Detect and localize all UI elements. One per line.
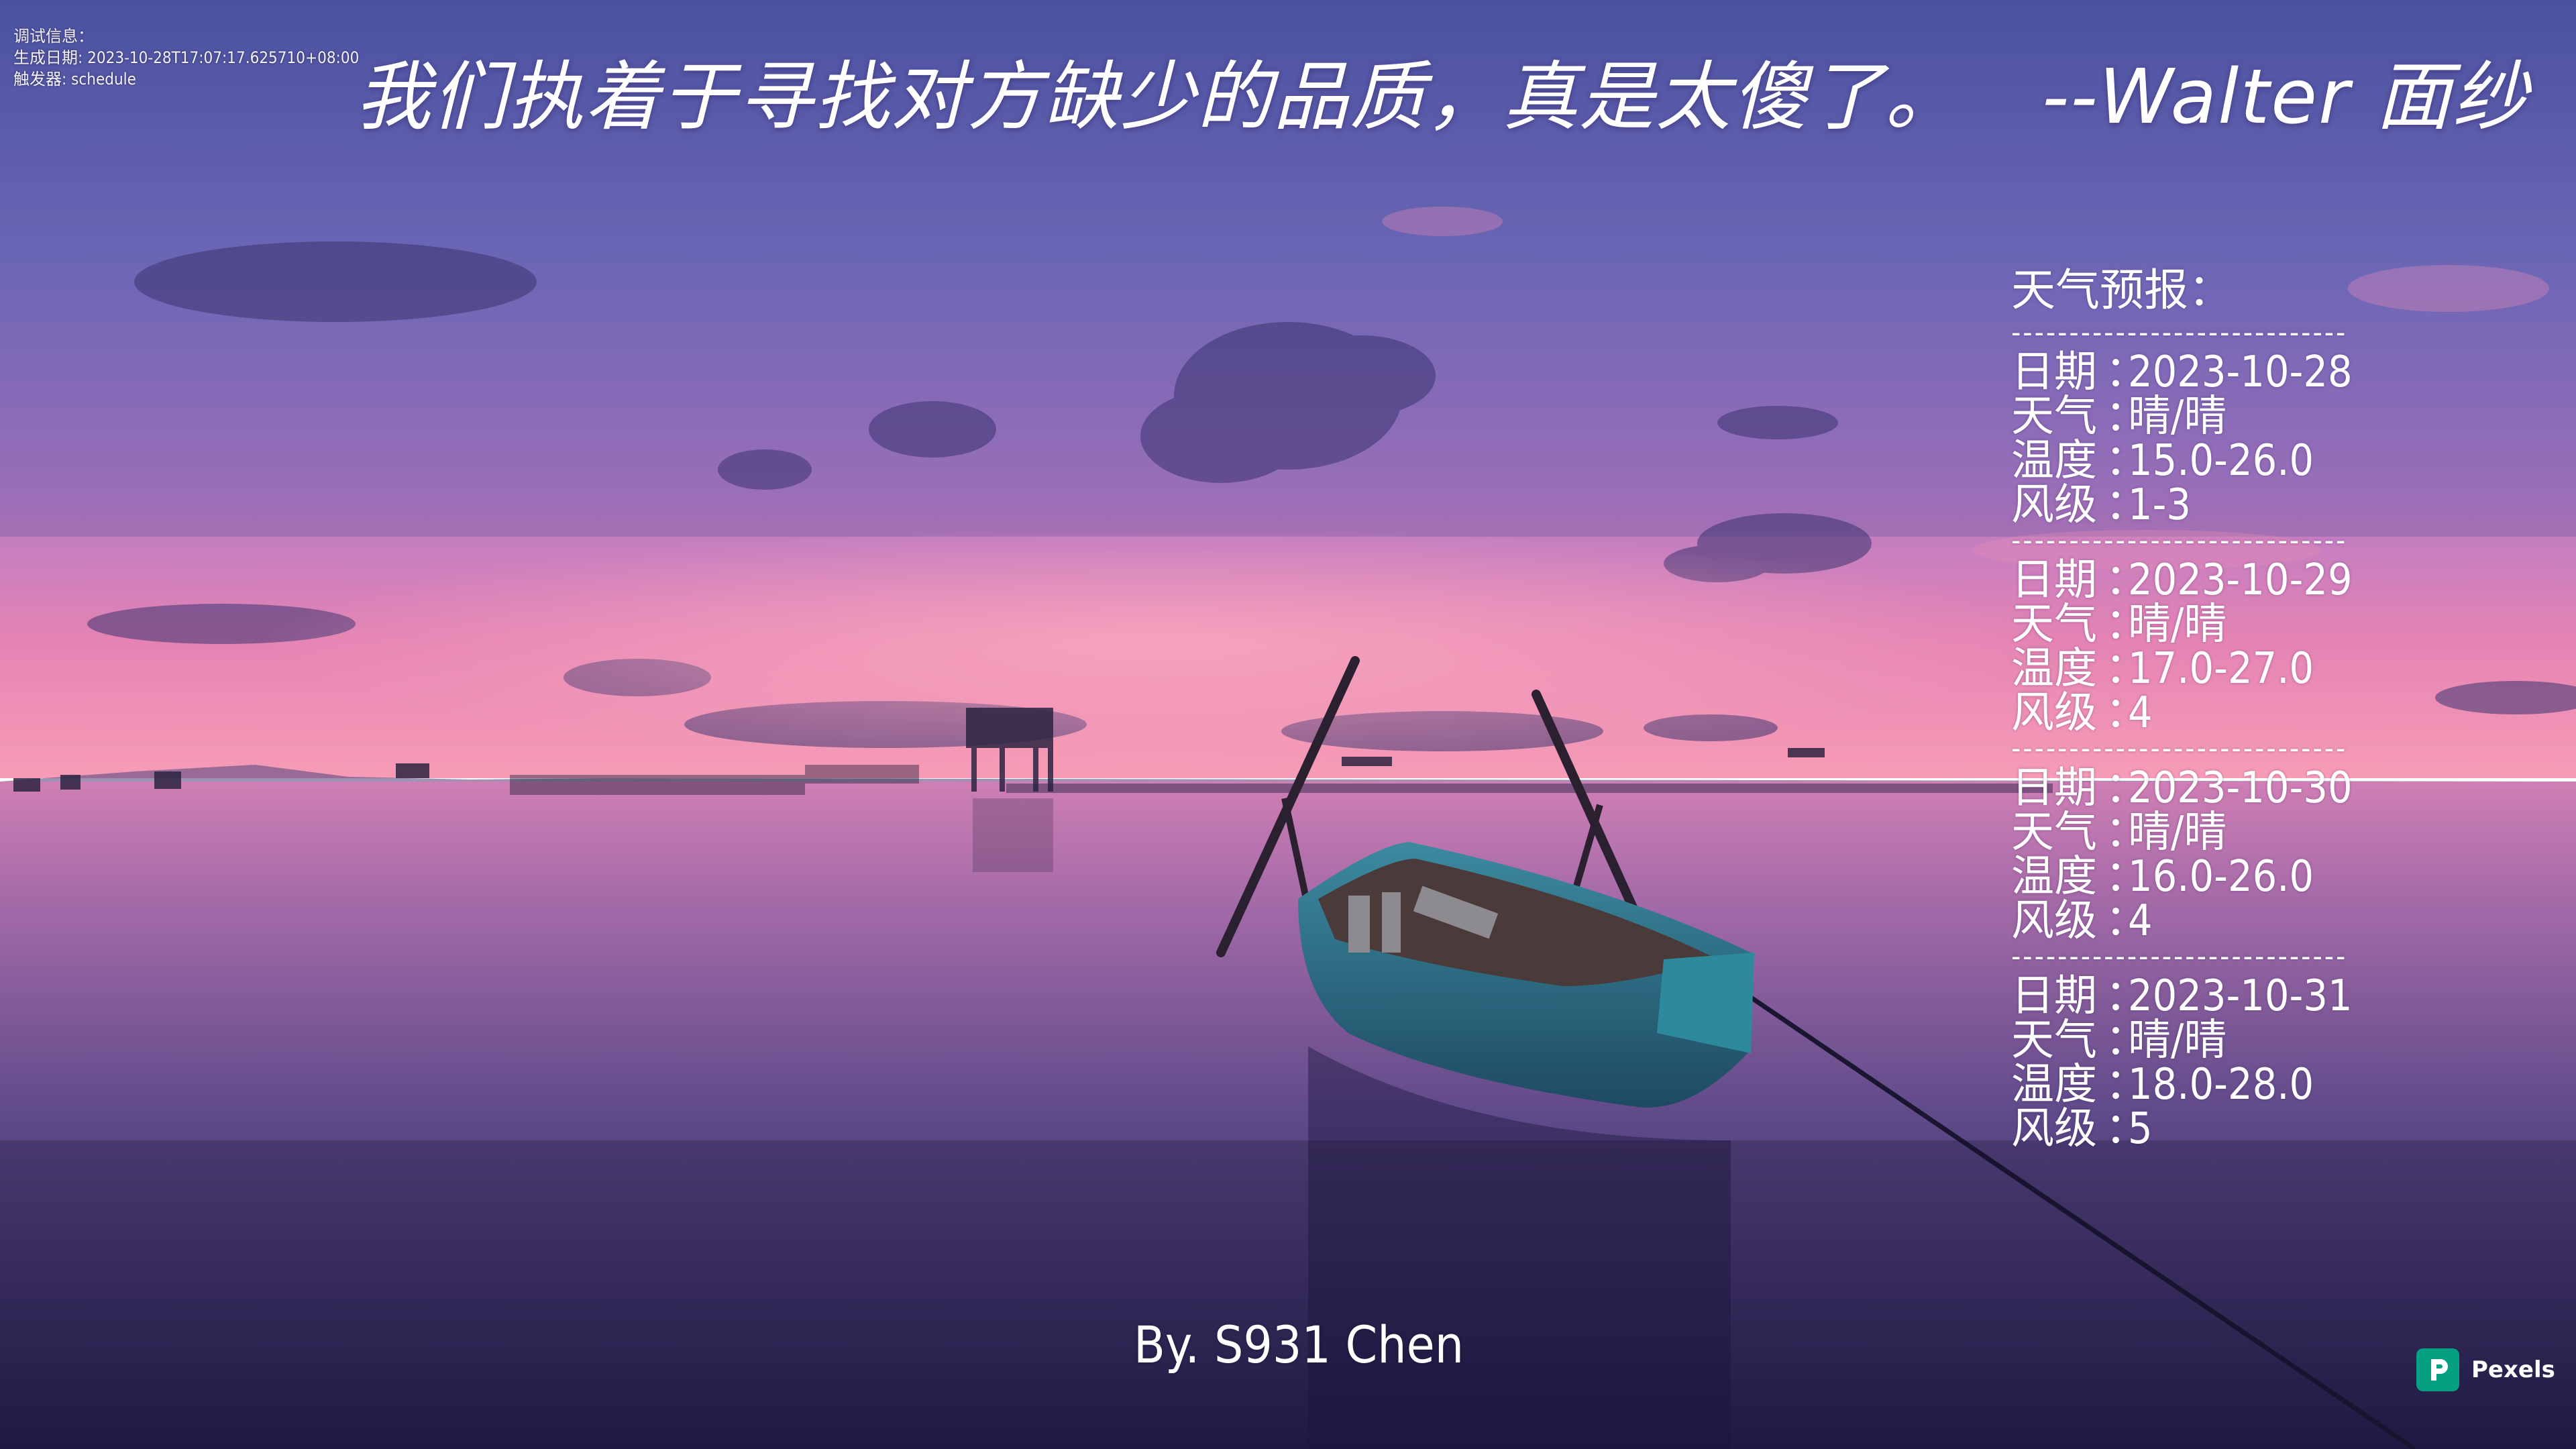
forecast-weather-value: 晴/晴	[2128, 808, 2227, 857]
forecast-date-label: 日期	[2011, 971, 2097, 1021]
debug-title: 调试信息：	[13, 27, 94, 46]
quote-text: 我们执着于寻找对方缺少的品质，真是太傻了。	[356, 54, 1962, 141]
forecast-divider: -----------------------------	[2011, 527, 2348, 554]
forecast-colon: ：	[2105, 480, 2148, 530]
forecast-temperature-value: 15.0-26.0	[2128, 436, 2314, 486]
forecast-day: 日期 ：2023-10-30 天气 ：晴/晴 温度 ：16.0-26.0 风级 ：4	[2011, 762, 2440, 943]
pexels-logo-icon	[2416, 1348, 2459, 1391]
forecast-colon: ：	[2105, 971, 2148, 1021]
forecast-date-row: 日期 ：2023-10-31	[2011, 974, 2440, 1018]
forecast-temperature-row: 温度 ：17.0-27.0	[2011, 647, 2440, 691]
forecast-colon: ：	[2105, 688, 2148, 738]
forecast-temperature-label: 温度	[2011, 644, 2097, 694]
forecast-colon: ：	[2105, 555, 2148, 605]
quote-attribution: --Walter 面纱	[2042, 54, 2529, 141]
forecast-wind-label: 风级	[2011, 1104, 2097, 1154]
debug-info: 调试信息： 生成日期: 2023-10-28T17:07:17.625710+0…	[13, 25, 359, 90]
forecast-temperature-label: 温度	[2011, 852, 2097, 902]
forecast-temperature-value: 18.0-28.0	[2128, 1060, 2314, 1110]
forecast-date-row: 日期 ：2023-10-28	[2011, 350, 2440, 394]
forecast-colon: ：	[2105, 1104, 2148, 1154]
forecast-divider: -----------------------------	[2011, 943, 2348, 970]
forecast-colon: ：	[2105, 347, 2148, 397]
forecast-temperature-row: 温度 ：15.0-26.0	[2011, 439, 2440, 483]
forecast-weather-row: 天气 ：晴/晴	[2011, 1018, 2440, 1063]
forecast-colon: ：	[2105, 1016, 2148, 1065]
forecast-colon: ：	[2105, 600, 2148, 649]
weather-forecast: 天气预报： ----------------------------- 日期 ：20…	[2011, 262, 2440, 1151]
forecast-wind-row: 风级 ：4	[2011, 691, 2440, 735]
forecast-divider: -----------------------------	[2011, 319, 2348, 346]
forecast-colon: ：	[2105, 644, 2148, 694]
forecast-weather-label: 天气	[2011, 392, 2097, 441]
forecast-wind-value: 5	[2128, 1104, 2153, 1154]
forecast-wind-row: 风级 ：5	[2011, 1107, 2440, 1151]
forecast-temperature-row: 温度 ：16.0-26.0	[2011, 855, 2440, 899]
forecast-weather-row: 天气 ：晴/晴	[2011, 810, 2440, 855]
debug-generated-at: 生成日期: 2023-10-28T17:07:17.625710+08:00	[13, 48, 360, 67]
author-byline: By. S931 Chen	[1134, 1315, 1464, 1375]
forecast-temperature-label: 温度	[2011, 1060, 2097, 1110]
debug-trigger: 触发器: schedule	[13, 70, 136, 89]
daily-quote: 我们执着于寻找对方缺少的品质，真是太傻了。 --Walter 面纱	[356, 47, 2529, 148]
forecast-date-label: 日期	[2011, 763, 2097, 813]
forecast-colon: ：	[2105, 852, 2148, 902]
forecast-weather-row: 天气 ：晴/晴	[2011, 394, 2440, 439]
pexels-name: Pexels	[2471, 1356, 2555, 1383]
forecast-divider: -----------------------------	[2011, 735, 2348, 762]
forecast-wind-value: 1-3	[2128, 480, 2192, 530]
forecast-colon: ：	[2105, 808, 2148, 857]
forecast-weather-label: 天气	[2011, 1016, 2097, 1065]
forecast-date-label: 日期	[2011, 347, 2097, 397]
forecast-date-label: 日期	[2011, 555, 2097, 605]
forecast-date-value: 2023-10-31	[2128, 971, 2353, 1021]
forecast-date-value: 2023-10-28	[2128, 347, 2353, 397]
forecast-temperature-value: 16.0-26.0	[2128, 852, 2314, 902]
forecast-date-row: 日期 ：2023-10-30	[2011, 766, 2440, 810]
forecast-colon: ：	[2105, 1060, 2148, 1110]
forecast-days: ----------------------------- 日期 ：2023-10-…	[2011, 319, 2440, 1151]
forecast-day: 日期 ：2023-10-29 天气 ：晴/晴 温度 ：17.0-27.0 风级 ：4	[2011, 554, 2440, 735]
forecast-temperature-label: 温度	[2011, 436, 2097, 486]
forecast-temperature-row: 温度 ：18.0-28.0	[2011, 1063, 2440, 1107]
forecast-weather-value: 晴/晴	[2128, 392, 2227, 441]
forecast-wind-label: 风级	[2011, 896, 2097, 946]
forecast-colon: ：	[2105, 896, 2148, 946]
forecast-day: 日期 ：2023-10-31 天气 ：晴/晴 温度 ：18.0-28.0 风级 ：5	[2011, 970, 2440, 1151]
forecast-temperature-value: 17.0-27.0	[2128, 644, 2314, 694]
forecast-date-value: 2023-10-30	[2128, 763, 2353, 813]
forecast-colon: ：	[2105, 763, 2148, 813]
forecast-heading: 天气预报：	[2011, 264, 2233, 316]
forecast-wind-value: 4	[2128, 688, 2153, 738]
pexels-watermark: Pexels	[2416, 1348, 2555, 1391]
forecast-day: 日期 ：2023-10-28 天气 ：晴/晴 温度 ：15.0-26.0 风级 ：1-3	[2011, 346, 2440, 527]
forecast-date-value: 2023-10-29	[2128, 555, 2353, 605]
forecast-weather-value: 晴/晴	[2128, 600, 2227, 649]
forecast-wind-row: 风级 ：4	[2011, 899, 2440, 943]
forecast-date-row: 日期 ：2023-10-29	[2011, 558, 2440, 602]
forecast-wind-label: 风级	[2011, 688, 2097, 738]
forecast-colon: ：	[2105, 436, 2148, 486]
forecast-weather-label: 天气	[2011, 600, 2097, 649]
forecast-wind-row: 风级 ：1-3	[2011, 483, 2440, 527]
forecast-weather-row: 天气 ：晴/晴	[2011, 602, 2440, 647]
forecast-weather-label: 天气	[2011, 808, 2097, 857]
forecast-wind-label: 风级	[2011, 480, 2097, 530]
forecast-colon: ：	[2105, 392, 2148, 441]
forecast-weather-value: 晴/晴	[2128, 1016, 2227, 1065]
forecast-wind-value: 4	[2128, 896, 2153, 946]
